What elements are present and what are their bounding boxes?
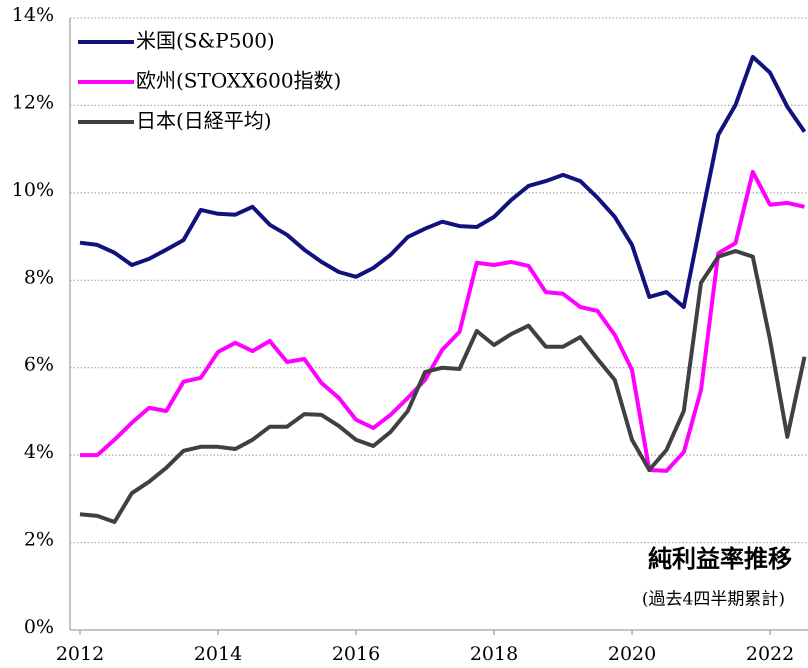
x-tick-label: 2016 — [332, 643, 380, 665]
y-tick-label: 6% — [24, 354, 54, 376]
legend-label: 欧州(STOXX600指数) — [136, 69, 341, 93]
legend-label: 米国(S&P500) — [136, 29, 275, 53]
y-tick-label: 10% — [12, 179, 54, 201]
y-tick-label: 2% — [24, 529, 54, 551]
series-line — [80, 169, 805, 473]
y-tick-label: 12% — [12, 91, 54, 113]
y-tick-label: 14% — [12, 4, 54, 26]
series-line — [79, 249, 807, 524]
y-tick-label: 0% — [24, 616, 54, 638]
x-tick-label: 2012 — [56, 643, 104, 665]
x-tick-label: 2018 — [470, 643, 518, 665]
x-tick-label: 2014 — [194, 643, 242, 665]
x-tick-label: 2020 — [608, 643, 656, 665]
y-tick-label: 8% — [24, 266, 54, 288]
chart-subtitle: (過去4四半期累計) — [642, 590, 785, 610]
y-tick-label: 4% — [24, 441, 54, 463]
x-tick-label: 2022 — [746, 643, 794, 665]
legend-label: 日本(日経平均) — [136, 109, 272, 133]
chart-title: 純利益率推移 — [648, 545, 792, 573]
series-line — [79, 54, 807, 309]
